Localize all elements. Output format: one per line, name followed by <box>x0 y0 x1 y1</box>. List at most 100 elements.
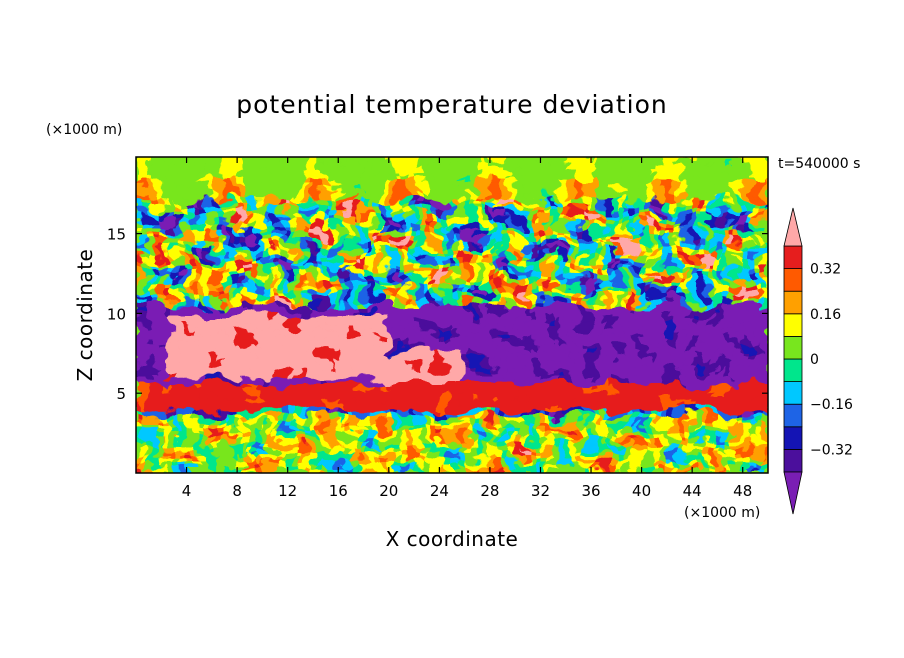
field-cell <box>363 272 371 279</box>
field-cell <box>622 246 630 253</box>
field-cell <box>546 340 554 348</box>
field-cell <box>729 377 737 384</box>
field-cell <box>558 277 567 284</box>
field-cell <box>577 456 586 463</box>
field-cell <box>394 377 402 384</box>
field-cell <box>672 293 681 300</box>
field-cell <box>287 388 295 395</box>
field-cell <box>489 346 497 353</box>
field-cell <box>691 361 699 369</box>
field-cell <box>154 414 162 421</box>
field-cell <box>666 388 674 395</box>
field-cell <box>141 377 150 384</box>
field-cell <box>457 446 466 453</box>
field-cell <box>539 340 548 348</box>
field-cell <box>716 461 725 469</box>
field-cell <box>375 356 383 363</box>
field-cell <box>312 325 320 332</box>
field-cell <box>268 230 276 237</box>
field-cell <box>603 209 611 216</box>
field-cell <box>141 235 150 242</box>
field-cell <box>716 261 725 269</box>
field-cell <box>596 409 605 416</box>
field-cell <box>217 419 225 427</box>
field-cell <box>539 235 548 242</box>
field-cell <box>312 314 320 321</box>
field-cell <box>249 430 257 437</box>
field-cell <box>761 451 768 458</box>
field-cell <box>748 240 756 248</box>
field-cell <box>514 246 523 253</box>
field-cell <box>205 351 213 358</box>
field-cell <box>198 319 207 327</box>
field-cell <box>470 272 478 279</box>
field-cell <box>356 309 365 316</box>
field-cell <box>476 330 485 337</box>
field-cell <box>761 256 768 263</box>
field-cell <box>419 388 428 395</box>
field-cell <box>400 230 409 237</box>
field-cell <box>211 346 219 353</box>
field-cell <box>483 461 491 469</box>
field-cell <box>603 377 611 384</box>
field-cell <box>539 461 548 469</box>
field-cell <box>236 425 244 432</box>
field-cell <box>261 267 270 274</box>
field-cell <box>527 414 535 421</box>
field-cell <box>577 440 586 448</box>
field-cell <box>634 219 643 226</box>
field-cell <box>577 325 586 332</box>
field-cell <box>704 230 712 237</box>
field-cell <box>685 346 693 353</box>
field-cell <box>521 425 529 432</box>
field-cell <box>666 224 674 232</box>
field-cell <box>748 293 756 300</box>
field-cell <box>647 351 655 358</box>
field-cell <box>672 425 681 432</box>
field-cell <box>761 456 768 463</box>
field-cell <box>242 230 251 237</box>
field-cell <box>502 209 510 216</box>
field-cell <box>748 309 756 316</box>
field-cell <box>723 440 731 448</box>
field-cell <box>255 456 263 463</box>
field-cell <box>748 388 756 395</box>
field-cell <box>641 314 649 321</box>
field-cell <box>502 456 510 463</box>
field-cell <box>754 235 763 242</box>
field-cell <box>407 340 415 348</box>
field-cell <box>299 298 308 305</box>
field-cell <box>609 272 617 279</box>
field-cell <box>318 309 327 316</box>
field-cell <box>660 398 668 406</box>
field-cell <box>369 367 377 374</box>
field-cell <box>136 361 143 369</box>
field-cell <box>337 372 346 379</box>
field-cell <box>344 467 352 473</box>
field-cell <box>527 361 535 369</box>
field-cell <box>217 361 225 369</box>
field-cell <box>527 224 535 232</box>
field-cell <box>527 235 535 242</box>
field-cell <box>615 272 624 279</box>
field-cell <box>148 251 156 258</box>
field-cell <box>527 230 535 237</box>
field-cell <box>280 414 289 421</box>
field-cell <box>350 419 358 427</box>
field-cell <box>287 398 295 406</box>
field-cell <box>647 224 655 232</box>
field-cell <box>141 224 150 232</box>
field-cell <box>735 382 744 390</box>
field-cell <box>223 461 232 469</box>
field-cell <box>641 288 649 295</box>
field-cell <box>470 404 478 411</box>
field-cell <box>293 461 301 469</box>
field-cell <box>179 330 188 337</box>
field-cell <box>584 303 592 311</box>
field-cell <box>306 340 314 348</box>
field-cell <box>634 214 643 221</box>
field-cell <box>223 335 232 342</box>
field-cell <box>198 267 207 274</box>
field-cell <box>451 404 459 411</box>
field-cell <box>318 267 327 274</box>
